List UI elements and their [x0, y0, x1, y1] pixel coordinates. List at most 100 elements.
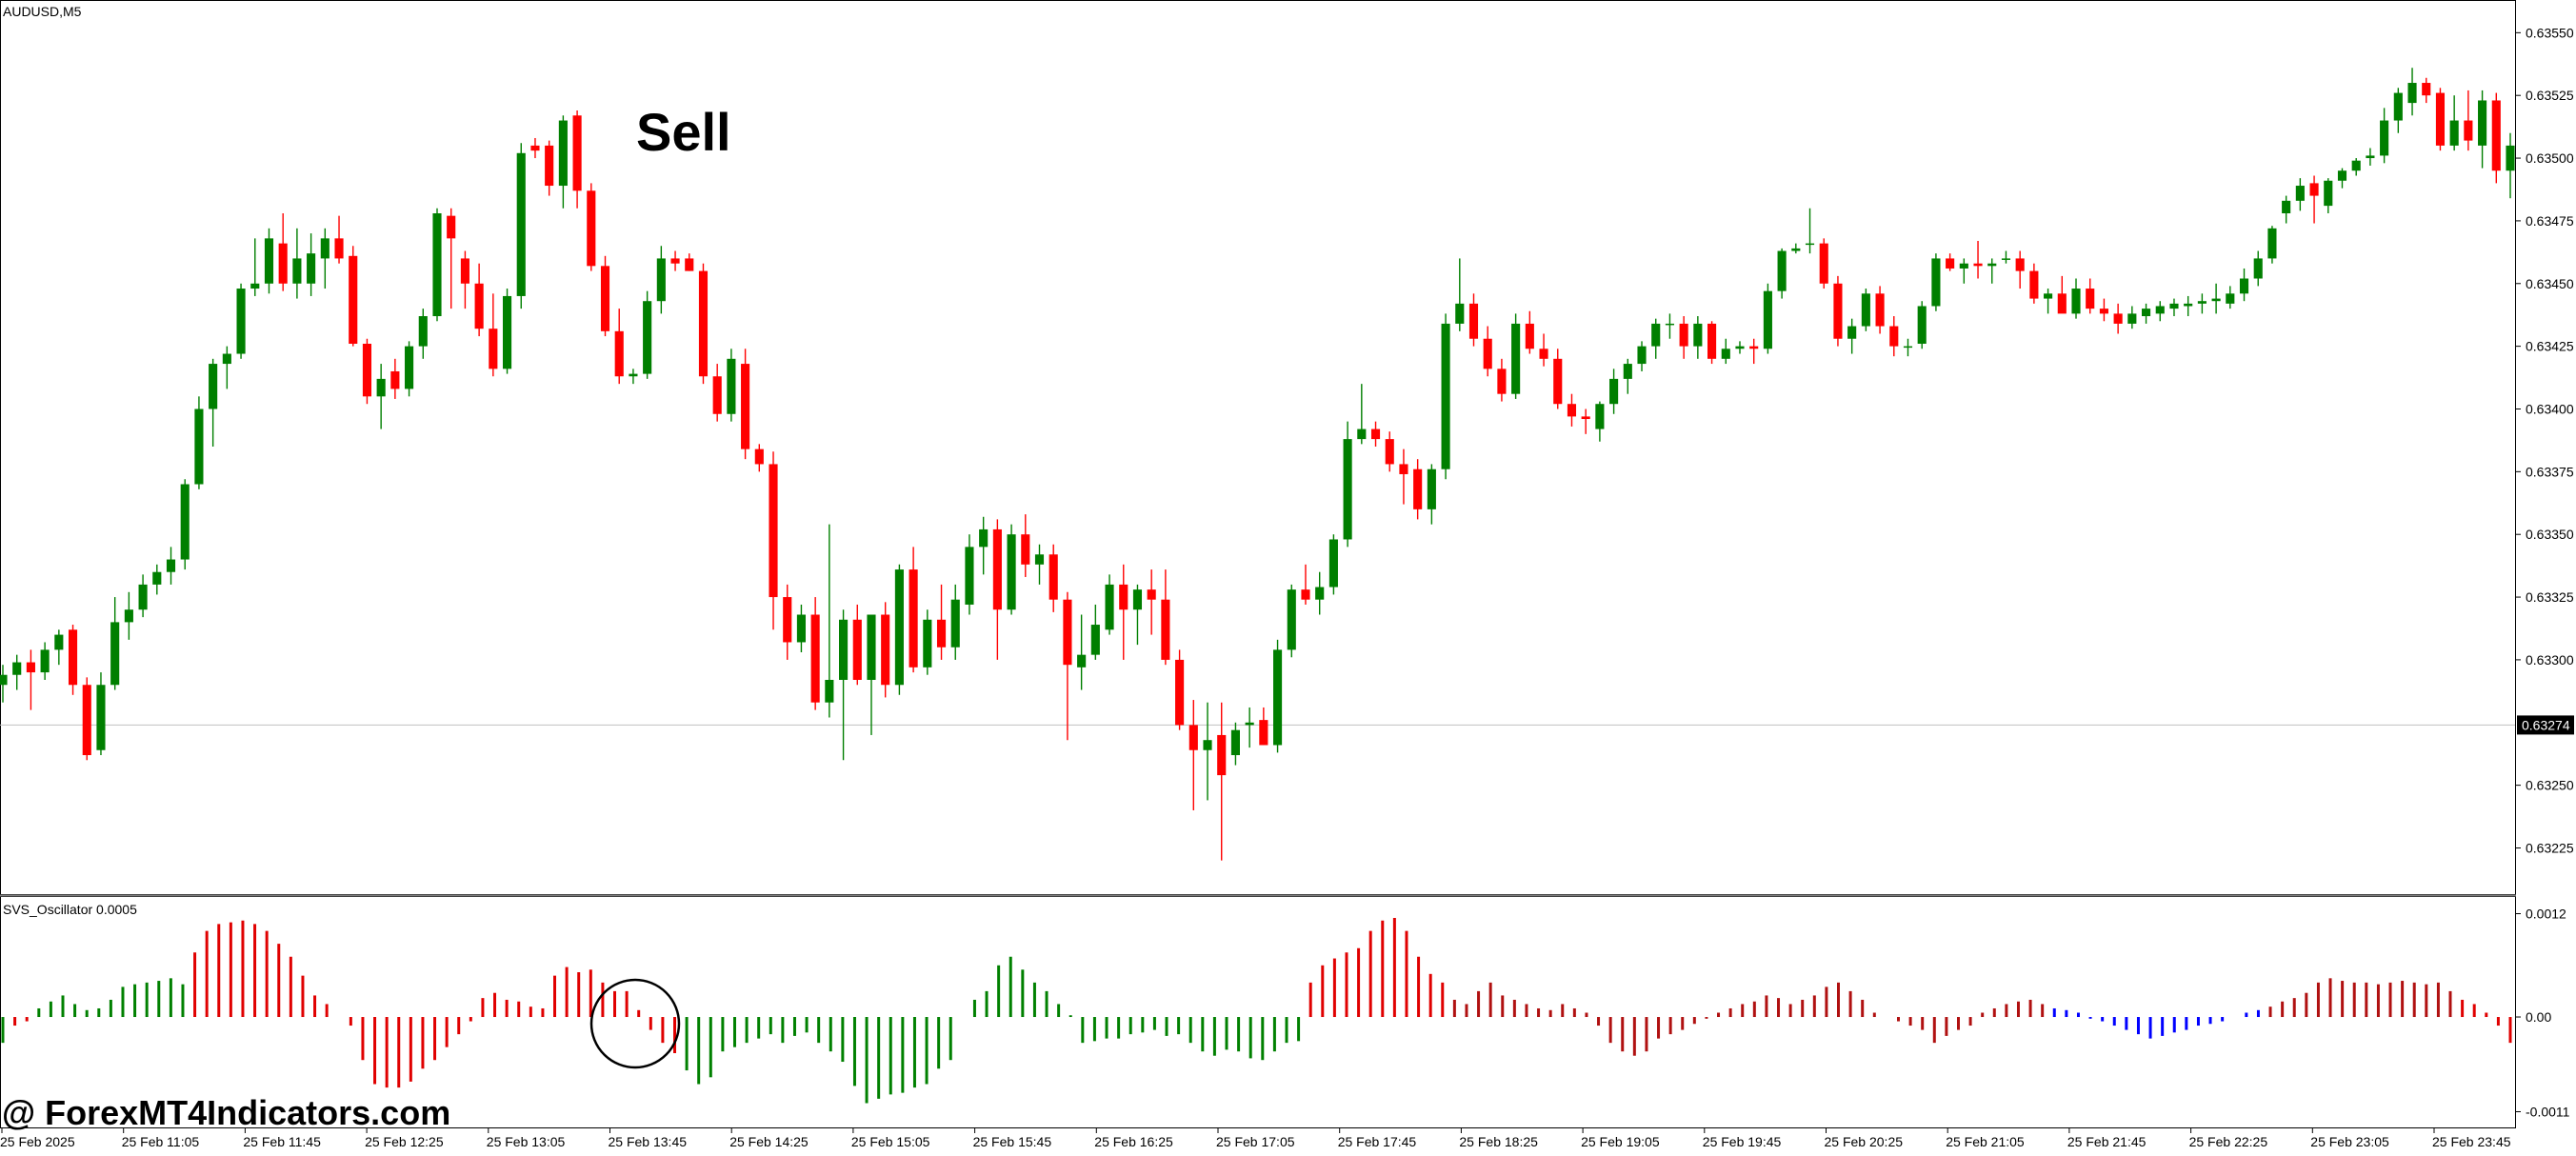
candle	[909, 547, 918, 673]
price-tick-label: 0.63300	[2526, 652, 2574, 668]
candle	[334, 215, 344, 264]
candle-body	[1188, 725, 1198, 750]
candle-body	[12, 662, 22, 675]
candle-body	[1946, 258, 1955, 269]
candle-body	[685, 258, 694, 271]
candle	[1077, 614, 1087, 690]
candle-body	[1217, 734, 1227, 776]
candle	[1763, 283, 1772, 354]
time-tick-label: 25 Feb 23:05	[2310, 1134, 2389, 1149]
candle	[2071, 278, 2081, 319]
candle	[572, 110, 582, 209]
candle	[1034, 544, 1045, 585]
candle-body	[236, 289, 246, 354]
candle-body	[2169, 303, 2179, 309]
candle-body	[1833, 283, 1843, 339]
candle	[2337, 168, 2347, 189]
candle	[810, 597, 820, 710]
candle-body	[502, 295, 512, 369]
candle	[1833, 275, 1843, 347]
candle-body	[2086, 289, 2095, 309]
candle-body	[2211, 298, 2221, 302]
price-tick-label: 0.63225	[2526, 840, 2574, 855]
candle	[796, 604, 807, 653]
candle-body	[432, 213, 442, 317]
candle	[1413, 459, 1423, 520]
candle	[209, 358, 218, 447]
candle-body	[1441, 323, 1450, 469]
price-tick-label: 0.63350	[2526, 527, 2574, 542]
candle-body	[894, 569, 904, 686]
candle	[1273, 639, 1283, 753]
candle	[1455, 258, 1465, 331]
price-tick-label: 0.63500	[2526, 150, 2574, 166]
candle	[629, 369, 638, 385]
candle	[600, 255, 610, 337]
price-tick-label: 0.63425	[2526, 339, 2574, 354]
candle-body	[2491, 100, 2501, 171]
sell-signal-label: Sell	[636, 102, 731, 162]
candle-body	[1370, 429, 1381, 440]
time-tick-label: 25 Feb 20:25	[1825, 1134, 1904, 1149]
candle-body	[1343, 439, 1352, 540]
candle-body	[1119, 584, 1128, 610]
candle-body	[110, 622, 120, 686]
candle	[1483, 326, 1492, 377]
candle	[68, 625, 78, 695]
candle	[2015, 250, 2025, 289]
candle-body	[180, 484, 190, 560]
candle-body	[629, 373, 638, 377]
candle	[2113, 303, 2123, 334]
candle	[1679, 316, 1688, 359]
candle	[1889, 316, 1899, 357]
candle	[1553, 349, 1563, 409]
candle-body	[1525, 323, 1534, 349]
candle	[867, 614, 876, 735]
candle-body	[82, 685, 91, 756]
candle	[2449, 95, 2459, 151]
candle	[2478, 90, 2487, 169]
candle	[2127, 306, 2137, 329]
candle-body	[698, 270, 709, 377]
candle-body	[572, 115, 582, 191]
candle	[362, 338, 372, 405]
candle	[2267, 226, 2277, 264]
candle	[712, 364, 722, 422]
candle-body	[614, 330, 624, 377]
indicator-pane-frame	[0, 896, 2516, 1128]
candle-body	[1385, 439, 1394, 465]
candle-body	[1679, 323, 1688, 347]
candle-body	[936, 619, 947, 648]
candle-body	[1721, 349, 1730, 359]
candle-body	[124, 609, 133, 623]
candle	[2380, 108, 2389, 164]
candle-body	[558, 120, 568, 187]
candle	[727, 349, 736, 422]
candle	[1777, 248, 1787, 299]
candle	[1385, 431, 1394, 472]
candle	[489, 293, 498, 377]
candle	[1048, 544, 1058, 612]
candle	[1539, 333, 1548, 367]
candle	[530, 137, 540, 159]
candle-body	[194, 409, 204, 485]
candle-body	[1693, 323, 1703, 347]
candle-body	[2001, 258, 2011, 260]
main-pane-frame	[0, 0, 2516, 895]
candle-body	[1623, 364, 1632, 379]
candle-body	[1259, 720, 1268, 746]
candle	[1399, 448, 1408, 505]
time-tick-label: 25 Feb 19:05	[1581, 1134, 1660, 1149]
candle	[614, 309, 624, 385]
candle-body	[1007, 534, 1016, 610]
candlestick-series	[0, 68, 2515, 861]
price-tick-label: 0.63475	[2526, 213, 2574, 229]
time-tick-label: 25 Feb 17:45	[1338, 1134, 1417, 1149]
candle	[1637, 341, 1647, 371]
candle-body	[2155, 306, 2165, 314]
candle-body	[2464, 120, 2473, 141]
time-tick-label: 25 Feb 13:05	[487, 1134, 566, 1149]
candle-body	[2449, 120, 2459, 146]
candle-body	[1245, 722, 1254, 726]
time-tick-label: 25 Feb 15:05	[851, 1134, 930, 1149]
